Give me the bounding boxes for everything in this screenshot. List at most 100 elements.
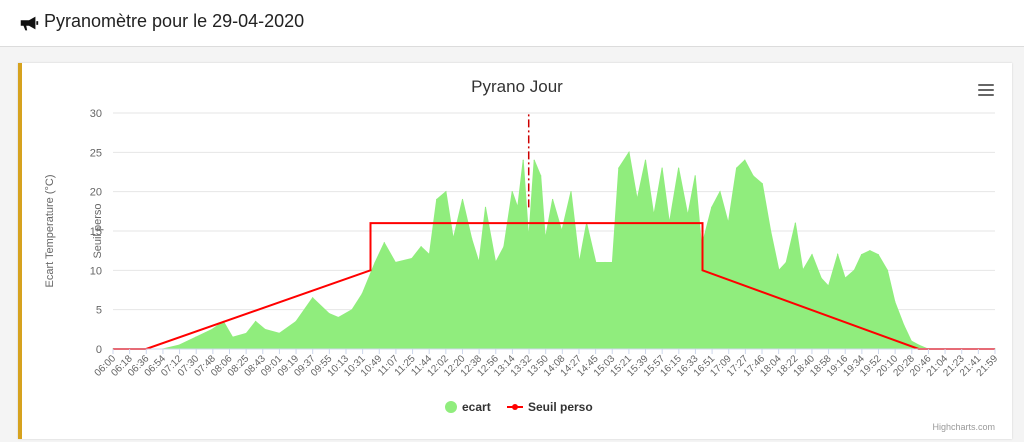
series-ecart-point	[552, 198, 554, 201]
series-ecart-point	[570, 191, 572, 193]
page-title: Pyranomètre pour le 29-04-2020	[44, 11, 305, 31]
series-ecart-point	[517, 206, 519, 208]
series-ecart-point	[744, 159, 746, 161]
series-ecart-point	[264, 328, 266, 330]
series-ecart-point	[736, 167, 738, 169]
series-ecart-point	[232, 336, 234, 338]
series-ecart-point	[533, 159, 535, 161]
series-ecart-point	[561, 230, 563, 232]
series-ecart-point	[661, 167, 663, 169]
series-ecart-point	[687, 214, 689, 216]
series-ecart-point	[471, 238, 473, 240]
series-ecart-point	[837, 254, 839, 256]
megaphone-icon	[20, 16, 39, 31]
series-ecart-point	[374, 261, 376, 264]
series-ecart-point	[544, 238, 546, 240]
series-ecart-point	[752, 175, 754, 177]
series-ecart-point	[653, 214, 655, 216]
series-ecart-point	[278, 332, 281, 334]
series-ecart-point	[337, 316, 339, 319]
series-ecart-point	[719, 191, 721, 193]
series-ecart-point	[445, 191, 447, 193]
series-ecart-point	[861, 254, 863, 256]
series-ecart-point	[811, 254, 813, 256]
y-tick-label: 30	[90, 108, 102, 120]
series-ecart-point	[195, 336, 197, 338]
series-ecart-point	[869, 250, 871, 252]
y-tick-label: 15	[90, 226, 102, 238]
series-ecart-point	[361, 293, 363, 295]
series-ecart-point	[511, 191, 513, 193]
series-ecart-point	[383, 242, 385, 244]
series-ecart-point	[711, 206, 713, 208]
y-axis-title: Ecart Temperature (°C)	[44, 174, 56, 287]
series-ecart-point	[636, 198, 638, 201]
series-ecart-point	[595, 261, 597, 264]
legend-seuil-perso-symbol	[512, 404, 518, 410]
series-ecart-point	[528, 238, 530, 240]
series-ecart-point	[778, 269, 780, 271]
series-ecart-point	[903, 324, 905, 326]
series-ecart-point	[877, 254, 879, 256]
series-ecart-point	[611, 261, 614, 264]
series-ecart-point	[578, 261, 580, 264]
y-tick-label: 25	[90, 147, 102, 159]
series-ecart-point	[436, 198, 438, 201]
series-ecart-point	[644, 159, 647, 161]
series-ecart-point	[351, 309, 353, 311]
series-ecart-point	[761, 183, 763, 185]
legend-ecart-symbol	[445, 401, 457, 413]
page-header: Pyranomètre pour le 29-04-2020	[0, 0, 1024, 47]
series-ecart-point	[420, 246, 422, 248]
series-ecart-point	[827, 285, 830, 287]
series-ecart-point	[478, 261, 480, 264]
series-ecart-point	[820, 277, 822, 279]
series-ecart-point	[802, 269, 804, 271]
series-ecart-point	[844, 277, 846, 279]
series-ecart-point	[495, 261, 497, 264]
series-ecart-point	[694, 175, 696, 177]
y-tick-label: 20	[90, 187, 102, 199]
y-tick-label: 10	[90, 265, 102, 277]
legend-seuil-perso-label: Seuil perso	[528, 400, 593, 414]
series-ecart-point	[312, 297, 314, 299]
series-ecart-point	[255, 320, 257, 323]
series-ecart-point	[428, 254, 430, 256]
series-ecart-point	[894, 301, 896, 303]
hamburger-menu-icon[interactable]	[978, 84, 994, 98]
series-ecart-point	[211, 328, 213, 330]
credits-link: Highcharts.com	[932, 422, 995, 432]
series-ecart-point	[461, 198, 464, 201]
y-tick-label: 5	[96, 305, 102, 317]
series-ecart-point	[604, 261, 606, 264]
series-ecart-point	[678, 167, 680, 169]
series-ecart-point	[727, 222, 729, 224]
y-axis-title-secondary: Seuil perso	[92, 203, 104, 258]
legend-ecart-label: ecart	[462, 400, 491, 414]
series-ecart-point	[484, 206, 487, 208]
series-ecart-point	[503, 246, 505, 248]
series-ecart-point	[618, 167, 620, 169]
series-ecart-point	[540, 175, 542, 177]
series-ecart-area	[113, 150, 995, 350]
series-ecart-point	[295, 320, 297, 323]
series-seuil-perso-line	[113, 222, 995, 350]
series-ecart-point	[918, 344, 920, 346]
series-ecart-point	[394, 261, 396, 264]
series-ecart-point	[628, 151, 630, 153]
series-ecart-point	[785, 261, 787, 264]
series-ecart-point	[178, 344, 180, 346]
series-ecart-point	[910, 340, 912, 342]
y-tick-label: 0	[96, 344, 102, 356]
series-ecart-point	[794, 222, 797, 224]
series-ecart-point	[452, 238, 454, 240]
series-ecart-point	[328, 313, 330, 315]
series-ecart-point	[853, 269, 855, 271]
series-ecart-point	[770, 230, 772, 232]
series-ecart-point	[522, 159, 524, 161]
series-ecart-point	[411, 257, 413, 260]
series-ecart-point	[886, 269, 889, 271]
series-ecart-point	[245, 332, 247, 334]
chart-title: Pyrano Jour	[471, 77, 563, 96]
